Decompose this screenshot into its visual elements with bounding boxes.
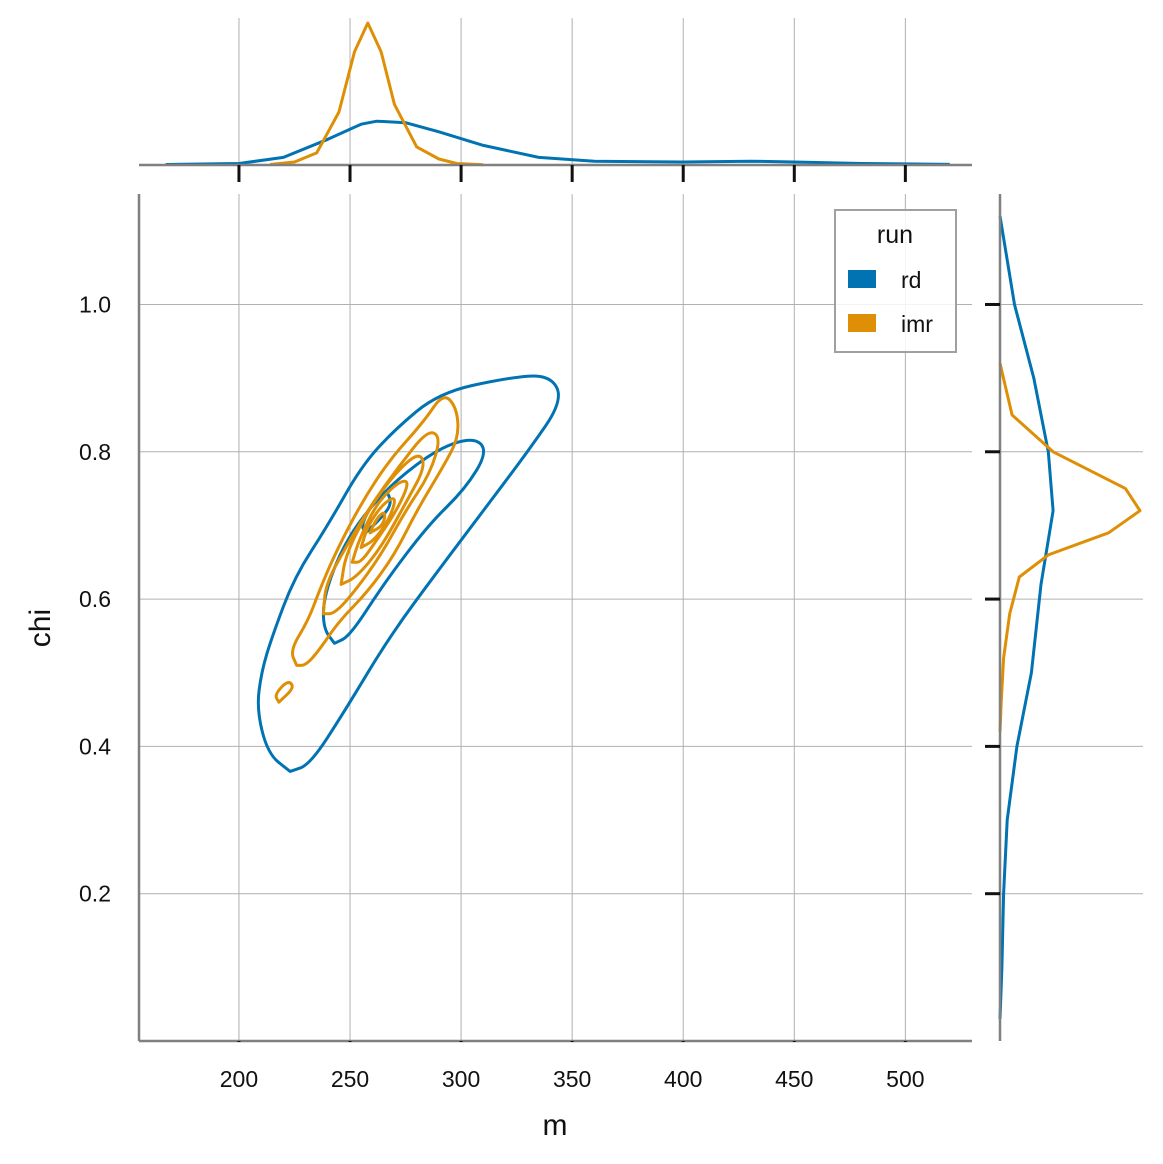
x-tick-label: 250	[331, 1066, 369, 1092]
y-tick-label: 1.0	[79, 291, 111, 317]
x-tick-label: 400	[664, 1066, 702, 1092]
y-tick-label: 0.6	[79, 586, 111, 612]
legend: run rd imr	[834, 209, 957, 353]
kde-contour-imr-1	[274, 681, 294, 704]
y-tick-label: 0.4	[79, 733, 111, 759]
kde-contour-imr-3	[339, 454, 425, 586]
kde-contour-imr-4	[350, 479, 409, 564]
kde-contour-imr-2	[321, 431, 440, 616]
kde-contour-rd-0	[256, 374, 560, 773]
x-tick-label: 200	[220, 1066, 258, 1092]
legend-label-rd: rd	[901, 267, 921, 293]
x-tick-label: 300	[442, 1066, 480, 1092]
marginal-y-curve-rd	[998, 215, 1055, 1019]
kde-contours	[256, 374, 560, 773]
marginal-x-curve-rd	[165, 119, 950, 166]
y-axis-label: chi	[24, 609, 57, 647]
grid-layer	[139, 18, 1143, 1041]
y-tick-label: 0.2	[79, 881, 111, 907]
legend-swatch-rd	[848, 270, 876, 288]
x-axis-label: m	[543, 1109, 568, 1142]
marginal-y-curve-imr	[998, 363, 1142, 732]
x-tick-label: 450	[775, 1066, 813, 1092]
y-tick-label: 0.8	[79, 439, 111, 465]
kde-contour-imr-6	[368, 511, 387, 535]
marginal-y-density	[998, 215, 1142, 1019]
marginal-x-curve-imr	[269, 21, 484, 167]
legend-title: run	[877, 221, 913, 249]
legend-label-imr: imr	[901, 311, 933, 337]
marginal-x-density	[165, 21, 950, 167]
x-tick-label: 350	[553, 1066, 591, 1092]
x-tick-label: 500	[886, 1066, 924, 1092]
axes: 200 250 300 350 400 450 500 0.2 0.4 0.6 0.8 1.0	[79, 163, 1002, 1092]
kde-contour-imr-0	[291, 396, 460, 667]
kde-contour-imr-5	[359, 497, 396, 549]
legend-swatch-imr	[848, 314, 876, 332]
